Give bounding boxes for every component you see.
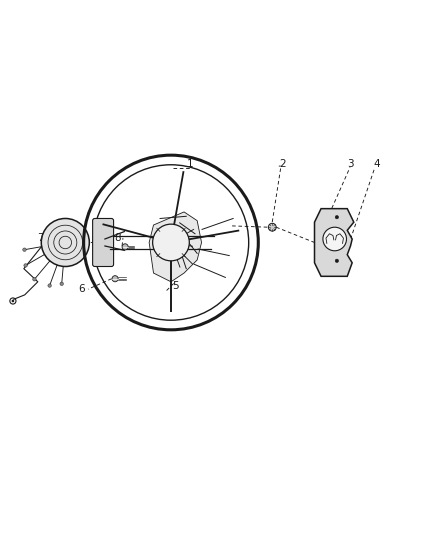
- Circle shape: [323, 227, 346, 251]
- Circle shape: [41, 219, 89, 266]
- Text: 4: 4: [374, 159, 380, 169]
- Circle shape: [60, 282, 64, 286]
- Circle shape: [112, 276, 118, 282]
- Text: 3: 3: [346, 159, 353, 169]
- Circle shape: [335, 215, 339, 219]
- Polygon shape: [149, 212, 201, 282]
- Circle shape: [122, 244, 128, 250]
- Text: 5: 5: [172, 281, 179, 291]
- Circle shape: [335, 259, 339, 263]
- Text: 6: 6: [78, 284, 85, 294]
- Circle shape: [268, 223, 276, 231]
- Circle shape: [48, 284, 51, 287]
- Circle shape: [152, 224, 189, 261]
- Circle shape: [33, 278, 36, 281]
- Text: 7: 7: [38, 233, 44, 243]
- Circle shape: [12, 300, 14, 302]
- Text: 1: 1: [187, 159, 194, 169]
- Circle shape: [24, 264, 27, 267]
- FancyBboxPatch shape: [92, 219, 113, 266]
- Polygon shape: [314, 208, 354, 276]
- Text: 2: 2: [279, 159, 286, 169]
- Text: 8: 8: [114, 233, 121, 243]
- Circle shape: [23, 248, 26, 252]
